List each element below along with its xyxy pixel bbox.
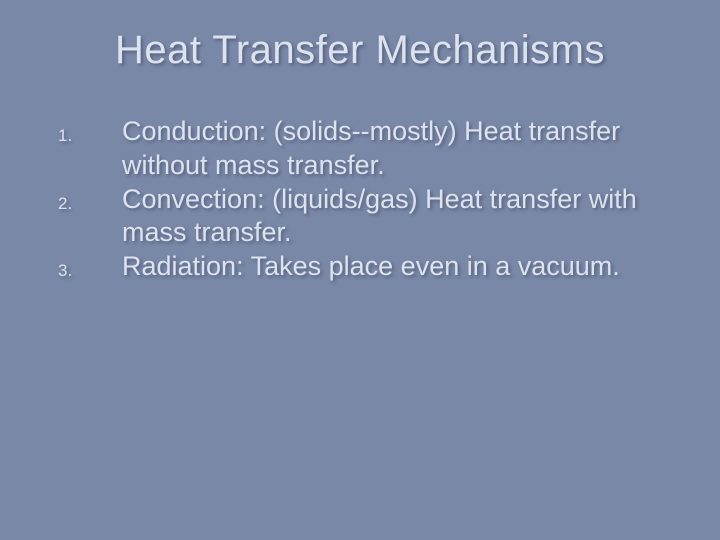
list-number: 2. [58, 193, 72, 214]
list-number: 3. [58, 260, 72, 281]
list-text: Radiation: Takes place even in a vacuum. [122, 251, 620, 281]
slide: Heat Transfer Mechanisms 1. Conduction: … [0, 0, 720, 540]
list-text: Convection: (liquids/gas) Heat transfer … [122, 184, 637, 248]
list-item: 1. Conduction: (solids--mostly) Heat tra… [58, 115, 670, 183]
list-item: 2. Convection: (liquids/gas) Heat transf… [58, 183, 670, 251]
list-number: 1. [58, 125, 72, 146]
list-item: 3. Radiation: Takes place even in a vacu… [58, 250, 670, 284]
list-text: Conduction: (solids--mostly) Heat transf… [122, 116, 620, 180]
mechanism-list: 1. Conduction: (solids--mostly) Heat tra… [50, 115, 670, 284]
slide-title: Heat Transfer Mechanisms [50, 28, 670, 73]
